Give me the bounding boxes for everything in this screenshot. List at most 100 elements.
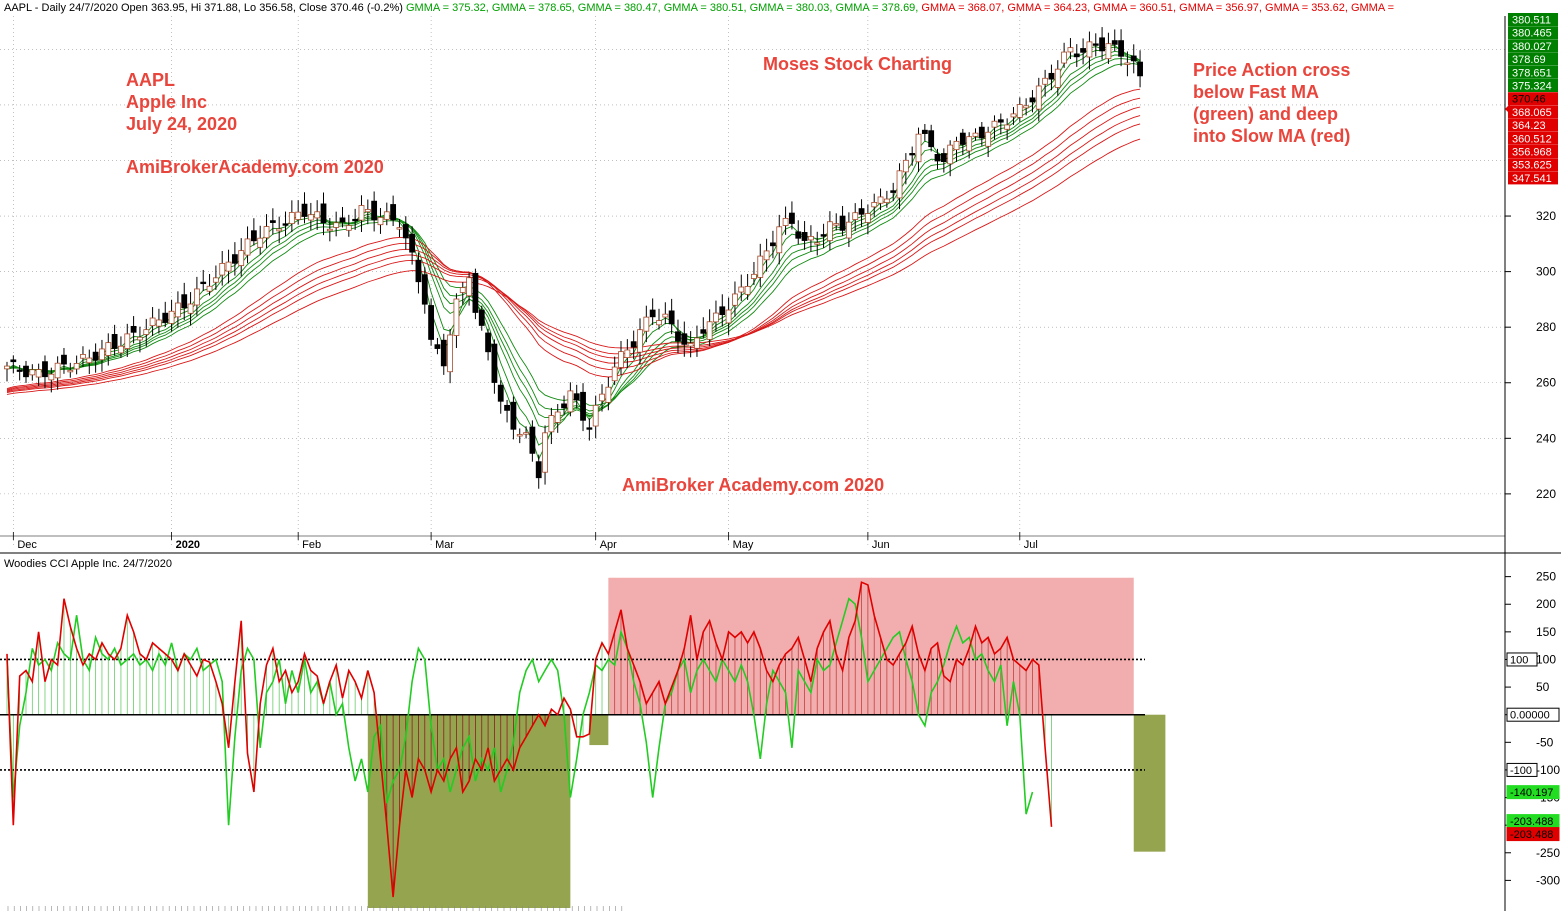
price-tag-label: 364.23: [1512, 120, 1546, 132]
candle: [852, 203, 859, 231]
candle: [592, 395, 599, 439]
candle: [4, 361, 10, 382]
candle: [896, 163, 903, 210]
candle: [630, 330, 637, 360]
annotation-company: Apple Inc: [126, 92, 207, 112]
candle: [782, 206, 789, 235]
price-x-tick-label: Apr: [600, 539, 617, 551]
price-y-axis: 220 240 260 280 300 320: [1504, 16, 1556, 553]
candlesticks: [4, 27, 1143, 489]
cci-lines: [6, 581, 1053, 898]
cci-y-axis: 250200150100500-50-100-150-200-250-300: [1504, 553, 1560, 911]
candle: [827, 211, 833, 251]
candle: [491, 339, 498, 394]
candle: [1105, 32, 1112, 64]
candle: [1029, 90, 1036, 113]
candle: [263, 214, 270, 249]
price-tag-label: 378.69: [1512, 54, 1546, 66]
candle: [238, 238, 245, 277]
candle: [510, 396, 517, 440]
candle: [307, 202, 314, 231]
candle: [459, 282, 466, 305]
candle: [725, 297, 732, 336]
candle: [871, 193, 878, 217]
candle: [909, 146, 916, 166]
price-tag: 380.027: [1508, 39, 1558, 53]
price-tag-label: 380.465: [1512, 28, 1552, 40]
candle: [250, 218, 257, 246]
candle: [383, 202, 390, 226]
candle: [485, 328, 491, 361]
candle: [396, 219, 403, 238]
cci-value-tag-label: -140.197: [1510, 787, 1553, 799]
price-panel: Dec 2020 Feb Mar Apr May Jun Jul 220 240 260 280 30…: [0, 13, 1558, 553]
price-tag: 378.651: [1508, 65, 1558, 79]
candle: [86, 349, 93, 375]
price-tag-label: 347.541: [1512, 173, 1552, 185]
candle: [738, 274, 745, 301]
candle: [662, 302, 669, 325]
candle: [105, 333, 112, 366]
cci-bottom-ticks: [7, 906, 623, 911]
price-tag-label: 368.065: [1512, 107, 1552, 119]
cci-zone: [589, 714, 609, 746]
candle: [763, 238, 770, 272]
candle: [580, 383, 586, 432]
price-tag: 353.625: [1508, 158, 1558, 172]
header-gmma-7: GMMA = 364.23,: [1004, 2, 1090, 14]
candle: [751, 261, 757, 285]
candle: [193, 276, 200, 316]
candle: [643, 305, 650, 343]
header-gmma-5: GMMA = 378.69,: [832, 2, 918, 14]
cci-y-tick-label: 100: [1536, 652, 1556, 666]
cci-value-tag-label: 100: [1510, 654, 1528, 666]
candle: [637, 318, 643, 365]
candle: [42, 355, 48, 389]
candle: [713, 300, 719, 332]
candle: [453, 293, 460, 349]
candle: [434, 337, 441, 355]
candle: [599, 384, 605, 412]
candle: [656, 308, 662, 330]
candle: [497, 380, 504, 414]
candle: [1130, 44, 1137, 74]
price-y-tick-label: 320: [1536, 209, 1556, 223]
candle: [915, 127, 922, 172]
price-tag: 380.465: [1508, 26, 1558, 40]
candle: [1016, 97, 1023, 122]
price-tag: 378.69: [1508, 52, 1558, 66]
candle: [947, 140, 954, 177]
candle: [1092, 33, 1099, 57]
candle: [554, 404, 561, 433]
price-tag-label: 375.324: [1512, 81, 1552, 93]
candle: [1080, 38, 1086, 65]
candle: [618, 340, 624, 376]
header-prefix: AAPL - Daily 24/7/2020 Open 363.95, Hi 3…: [4, 2, 403, 14]
candle: [130, 316, 137, 344]
candle: [326, 218, 333, 242]
price-y-tick-label: 220: [1536, 487, 1556, 501]
candle: [681, 321, 688, 357]
price-tag: 364.23: [1508, 118, 1558, 132]
candle: [23, 360, 29, 383]
candle: [972, 128, 979, 141]
price-tag: 380.511: [1508, 13, 1558, 27]
price-tag: 370.46: [1508, 92, 1558, 106]
price-y-tick-label: 240: [1536, 431, 1556, 445]
close-marker: [1505, 104, 1510, 114]
annotation-moses: Moses Stock Charting: [763, 54, 952, 74]
candle: [820, 223, 827, 249]
header-gmma-2: GMMA = 380.47,: [575, 2, 661, 14]
candle: [219, 251, 226, 286]
candle: [1004, 118, 1011, 141]
annotation-price-action-3: (green) and deep: [1193, 104, 1338, 124]
candle: [320, 192, 327, 236]
price-tag-label: 380.511: [1512, 15, 1551, 27]
cci-value-tag: -100: [1506, 762, 1538, 777]
candle: [156, 308, 162, 334]
price-tag: 356.968: [1508, 145, 1558, 159]
candle: [586, 418, 593, 441]
price-y-tick-label: 300: [1536, 265, 1556, 279]
cci-y-tick-label: 200: [1536, 597, 1556, 611]
candle: [801, 221, 808, 250]
